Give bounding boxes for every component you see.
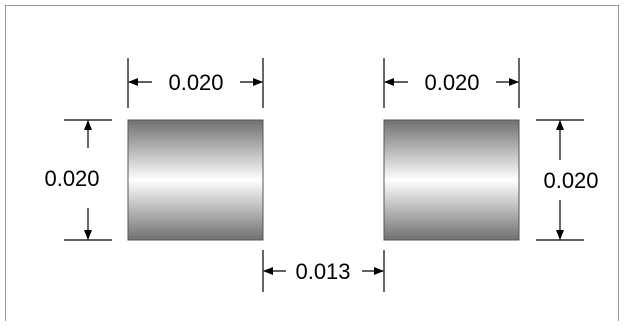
gap-label: 0.013	[295, 259, 350, 284]
left-height-dimension	[64, 119, 112, 241]
diagram-frame	[5, 5, 619, 321]
gap-dimension	[262, 250, 385, 292]
left-width-label: 0.020	[168, 70, 223, 95]
left-width-dimension	[127, 58, 264, 108]
right-height-dimension	[536, 119, 584, 241]
right-width-label: 0.020	[424, 70, 479, 95]
left-pad	[127, 119, 264, 241]
right-pad	[383, 119, 520, 241]
left-height-label: 0.020	[44, 166, 99, 191]
right-width-dimension	[383, 58, 520, 108]
right-height-label: 0.020	[543, 168, 598, 193]
